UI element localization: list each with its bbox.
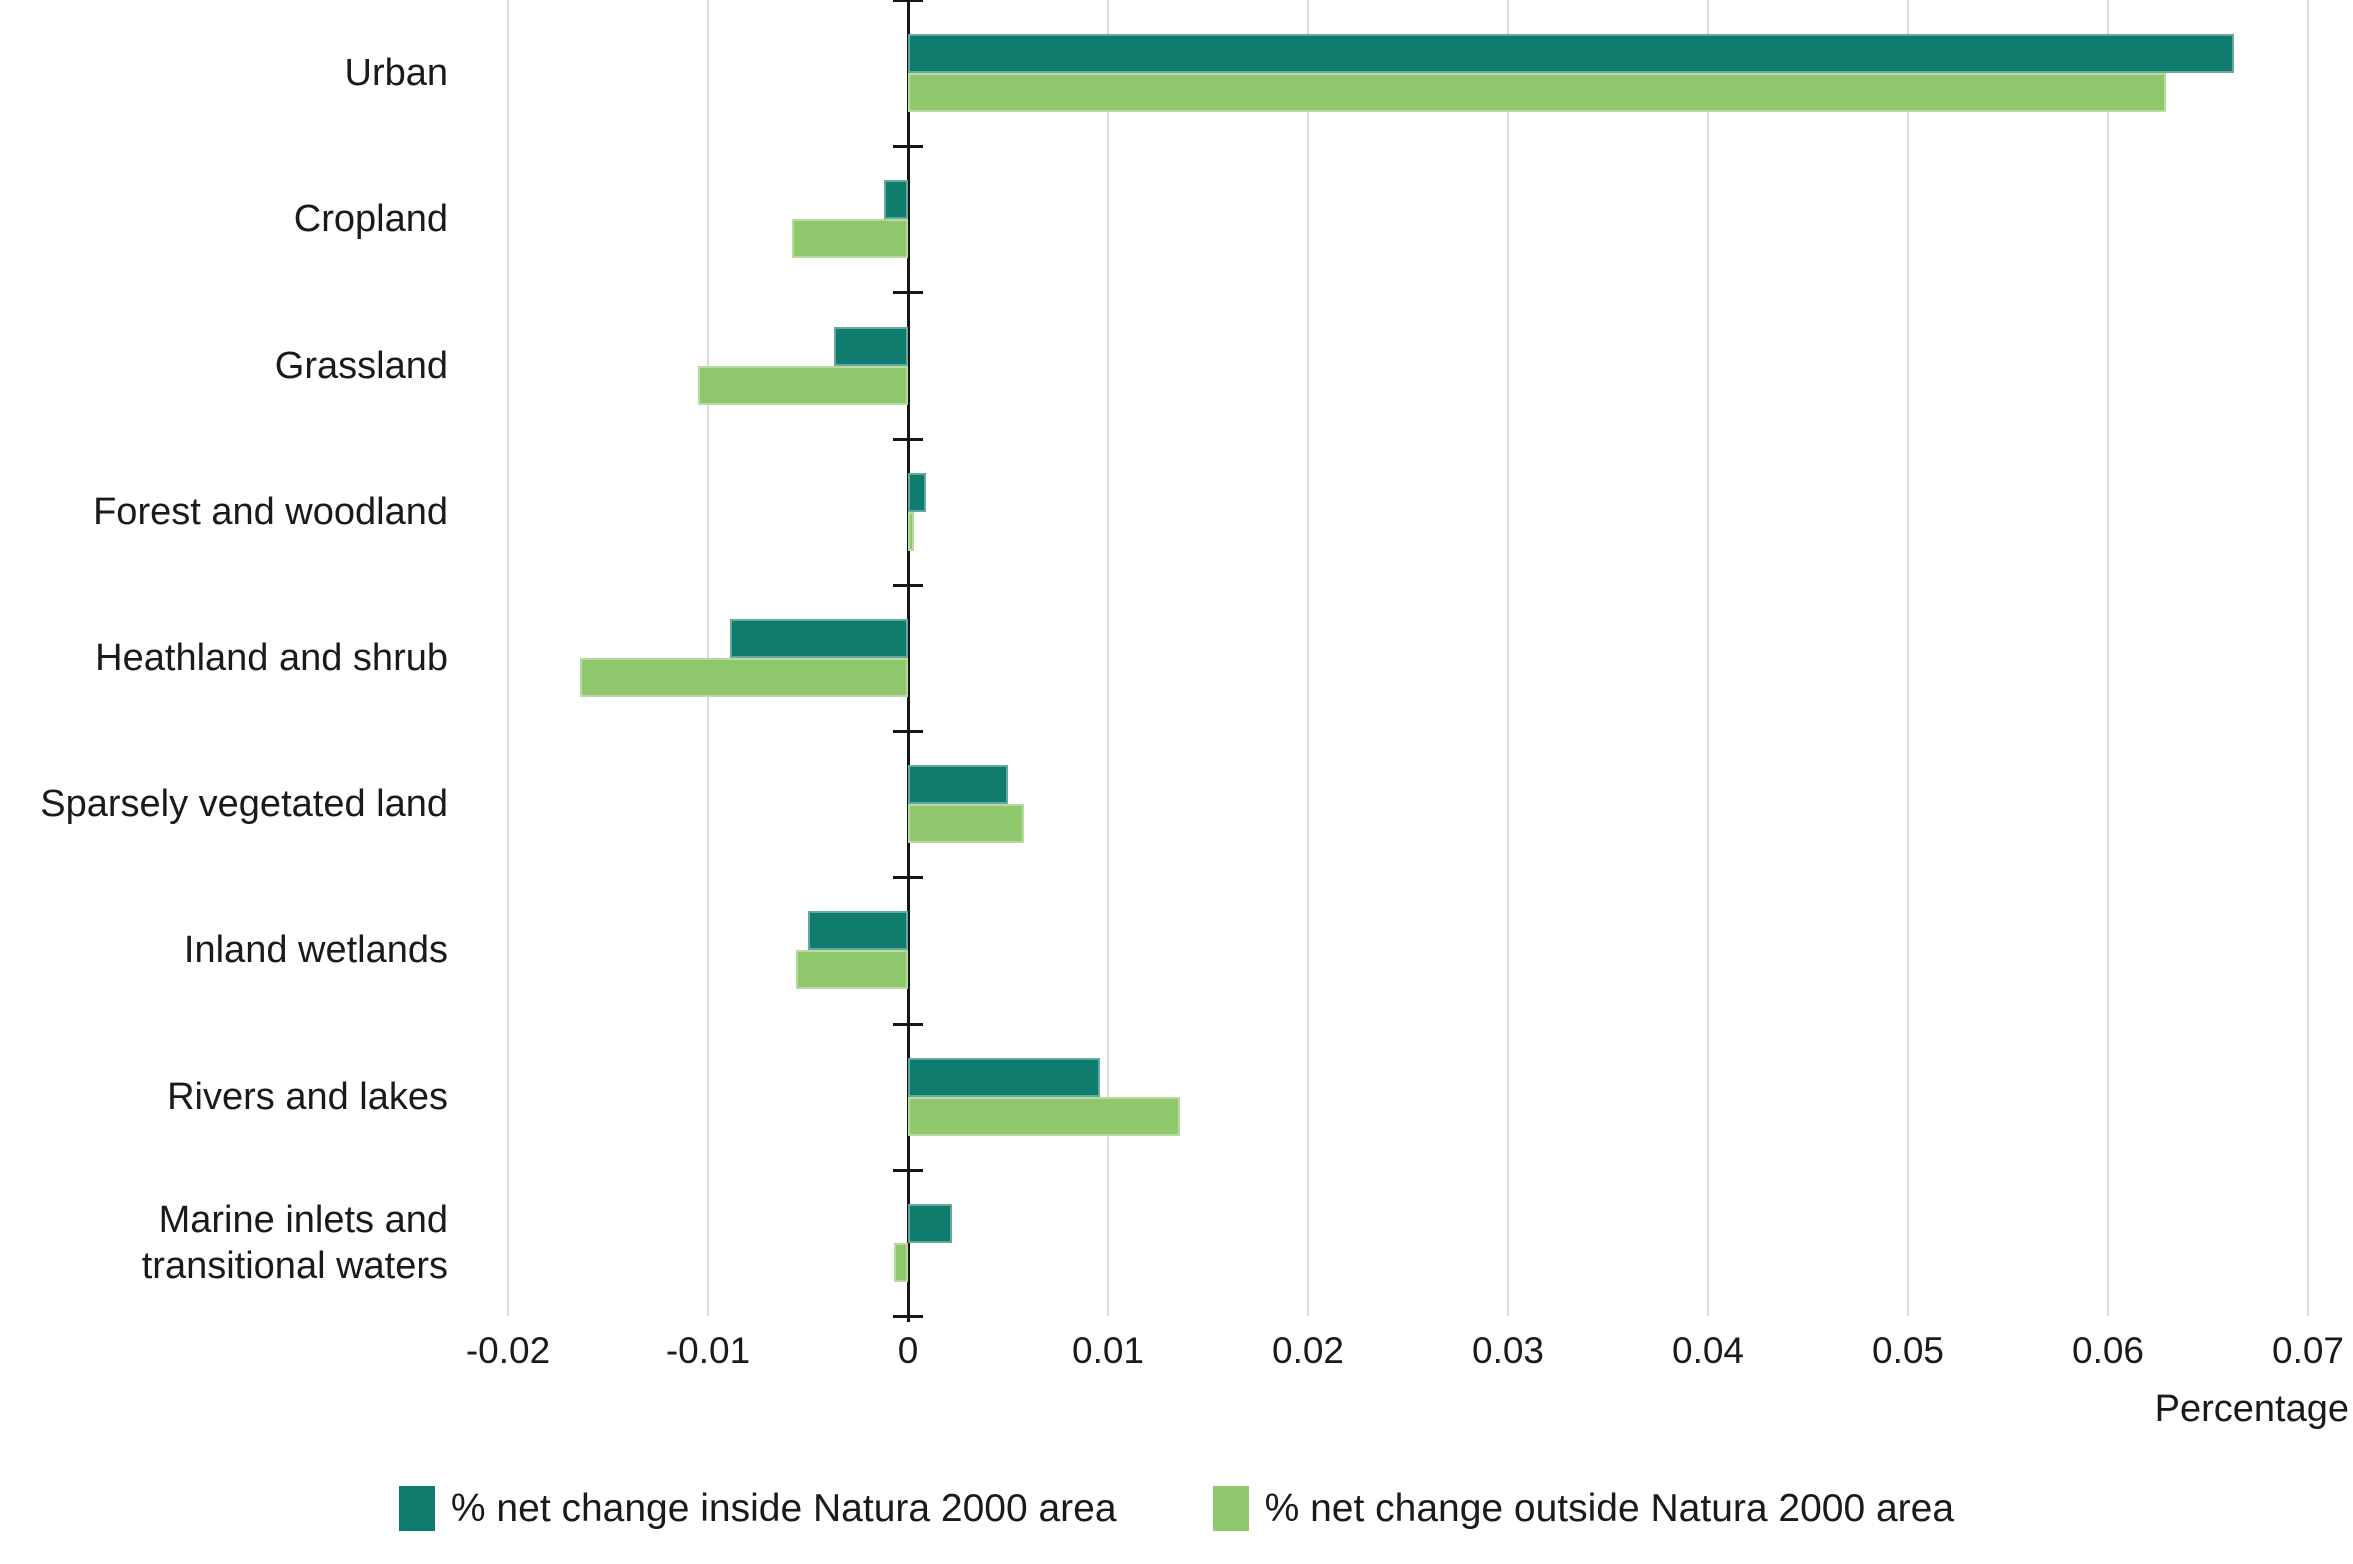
x-tick-label: -0.01 bbox=[665, 1330, 751, 1371]
bar-inside-5 bbox=[908, 765, 1008, 805]
x-tick-label: 0.02 bbox=[1271, 1330, 1345, 1371]
bar-inside-0 bbox=[908, 34, 2234, 74]
axis-tick-mark bbox=[893, 437, 923, 441]
bar-outside-7 bbox=[908, 1096, 1180, 1136]
legend-swatch-inside-icon bbox=[398, 1486, 435, 1531]
legend-item-inside: % net change inside Natura 2000 area bbox=[398, 1486, 1117, 1531]
bar-inside-2 bbox=[834, 326, 908, 366]
gridline bbox=[1907, 0, 1909, 1316]
axis-tick-mark bbox=[893, 145, 923, 149]
axis-tick-mark bbox=[893, 730, 923, 734]
axis-tick-mark bbox=[893, 583, 923, 587]
bar-outside-4 bbox=[580, 658, 908, 697]
x-axis-title: Percentage bbox=[2154, 1388, 2349, 1430]
legend: % net change inside Natura 2000 area % n… bbox=[0, 1486, 2353, 1531]
category-label: Heathland and shrub bbox=[95, 636, 448, 679]
bar-inside-4 bbox=[730, 619, 908, 658]
gridline bbox=[1507, 0, 1509, 1316]
x-tick-label: 0.07 bbox=[2271, 1330, 2345, 1371]
category-label: Forest and woodland bbox=[93, 490, 448, 533]
category-label: Inland wetlands bbox=[183, 929, 448, 972]
bar-outside-5 bbox=[908, 804, 1024, 844]
category-label: Marine inlets and transitional waters bbox=[141, 1198, 448, 1287]
gridline bbox=[2307, 0, 2309, 1316]
legend-label-inside: % net change inside Natura 2000 area bbox=[450, 1486, 1117, 1530]
category-label: Rivers and lakes bbox=[167, 1075, 448, 1118]
bar-outside-2 bbox=[698, 365, 908, 405]
x-tick-label: 0.01 bbox=[1071, 1330, 1145, 1371]
axis-tick-mark bbox=[893, 876, 923, 880]
x-tick-label: 0.03 bbox=[1471, 1330, 1545, 1371]
x-tick-label: 0.05 bbox=[1871, 1330, 1945, 1371]
gridline bbox=[2107, 0, 2109, 1316]
bar-outside-3 bbox=[908, 511, 914, 551]
x-tick-label: 0.06 bbox=[2071, 1330, 2145, 1371]
bar-outside-6 bbox=[796, 950, 908, 990]
legend-item-outside: % net change outside Natura 2000 area bbox=[1212, 1486, 1955, 1531]
bar-inside-3 bbox=[908, 472, 926, 512]
category-label: Grassland bbox=[274, 344, 448, 387]
gridline bbox=[1307, 0, 1309, 1316]
bar-outside-8 bbox=[894, 1242, 908, 1282]
axis-tick-mark bbox=[893, 1315, 923, 1318]
bar-outside-1 bbox=[792, 219, 908, 259]
category-label: Cropland bbox=[293, 198, 448, 241]
axis-tick-mark bbox=[893, 291, 923, 295]
zero-axis-line bbox=[906, 0, 910, 1322]
legend-swatch-outside-icon bbox=[1212, 1486, 1249, 1531]
category-label: Urban bbox=[344, 52, 449, 95]
bar-inside-8 bbox=[908, 1203, 952, 1243]
bar-inside-1 bbox=[884, 180, 908, 220]
x-tick-label: 0.04 bbox=[1671, 1330, 1745, 1371]
bar-inside-6 bbox=[808, 911, 908, 951]
x-tick-label: 0 bbox=[897, 1330, 919, 1371]
category-label: Sparsely vegetated land bbox=[40, 783, 448, 826]
gridline bbox=[1707, 0, 1709, 1316]
axis-tick-mark bbox=[893, 0, 923, 2]
bar-outside-0 bbox=[908, 73, 2166, 113]
gridline bbox=[1107, 0, 1109, 1316]
axis-tick-mark bbox=[893, 1168, 923, 1172]
x-tick-label: -0.02 bbox=[465, 1330, 551, 1371]
gridline bbox=[507, 0, 509, 1316]
axis-tick-mark bbox=[893, 1022, 923, 1026]
bar-inside-7 bbox=[908, 1057, 1100, 1097]
legend-label-outside: % net change outside Natura 2000 area bbox=[1264, 1486, 1955, 1530]
